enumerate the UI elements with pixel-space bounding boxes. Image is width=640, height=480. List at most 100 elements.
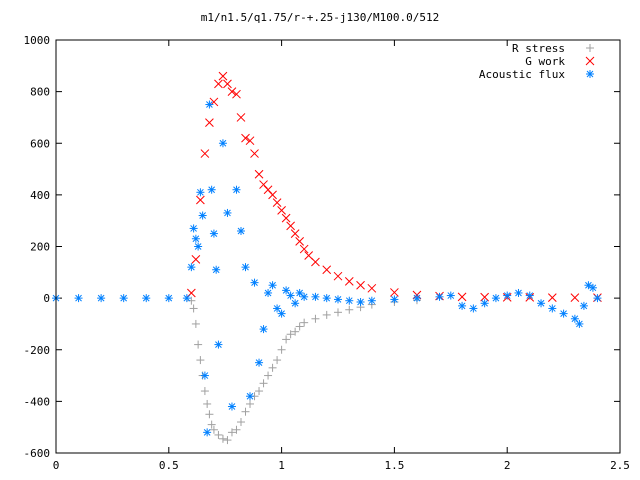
data-point	[311, 257, 320, 267]
data-point	[205, 100, 214, 109]
series-acoustic-flux	[52, 100, 602, 437]
data-point	[254, 169, 264, 179]
data-point	[295, 236, 305, 246]
data-point	[194, 242, 203, 251]
chart-title: m1/n1.5/q1.75/r-+.25-j130/M100.0/512	[201, 11, 439, 24]
data-point	[223, 79, 232, 89]
legend-label: R stress	[512, 42, 565, 55]
data-point	[200, 371, 209, 380]
legend-marker	[586, 70, 594, 78]
data-point	[214, 430, 223, 439]
x-tick-label: 2	[504, 459, 511, 472]
data-point	[322, 265, 332, 275]
data-point	[286, 291, 295, 300]
y-tick-label: -200	[24, 344, 51, 357]
legend-label: G work	[525, 55, 565, 68]
data-point	[291, 299, 300, 308]
data-point	[300, 318, 309, 327]
data-point	[241, 133, 250, 143]
data-point	[187, 296, 196, 305]
data-point	[345, 305, 354, 314]
data-point	[246, 399, 255, 408]
data-point	[97, 294, 106, 303]
data-point	[200, 149, 210, 158]
y-tick-label: 400	[30, 189, 50, 202]
data-point	[209, 229, 218, 238]
data-point	[232, 185, 241, 194]
data-point	[214, 340, 223, 349]
data-point	[196, 188, 205, 197]
data-point	[491, 294, 500, 303]
data-point	[255, 358, 264, 367]
data-point	[264, 371, 273, 380]
data-point	[356, 297, 365, 306]
data-point	[311, 292, 320, 301]
data-point	[295, 322, 304, 331]
data-point	[311, 314, 320, 323]
data-point	[250, 149, 259, 158]
data-point	[264, 288, 273, 297]
data-point	[272, 198, 282, 207]
data-point	[286, 330, 295, 339]
data-point	[334, 295, 342, 304]
data-point	[480, 292, 489, 302]
x-tick-label: 1.5	[384, 459, 404, 472]
legend-marker	[585, 56, 595, 66]
data-point	[196, 195, 205, 205]
data-point	[390, 295, 399, 304]
y-tick-label: 1000	[24, 34, 51, 47]
data-point	[469, 304, 478, 313]
data-point	[218, 434, 227, 443]
data-point	[164, 294, 173, 303]
data-point	[203, 428, 212, 437]
data-point	[291, 327, 300, 336]
data-point	[207, 420, 216, 429]
data-point	[480, 299, 489, 308]
data-point	[200, 387, 209, 396]
data-point	[356, 280, 365, 290]
data-point	[191, 319, 200, 328]
data-point	[241, 263, 250, 272]
data-point	[268, 190, 277, 200]
data-point	[74, 294, 83, 303]
x-tick-label: 0	[53, 459, 60, 472]
x-axis-ticks: 0 0.5 1 1.5 2 2.5	[53, 40, 630, 472]
data-point	[273, 356, 282, 365]
data-point	[245, 136, 255, 146]
legend-label: Acoustic flux	[479, 68, 565, 81]
y-tick-label: 200	[30, 241, 50, 254]
data-point	[268, 363, 277, 372]
x-tick-label: 1	[278, 459, 285, 472]
data-point	[547, 293, 557, 302]
data-point	[334, 308, 342, 317]
data-point	[367, 296, 376, 305]
data-point	[189, 224, 198, 233]
data-point	[367, 283, 377, 293]
data-point	[209, 425, 218, 434]
data-point	[390, 288, 399, 297]
data-point	[250, 278, 259, 287]
data-point	[584, 281, 593, 290]
x-tick-label: 2.5	[610, 459, 630, 472]
y-axis-ticks: -600 -400 -200 0 200 400 600 800 1000	[24, 34, 620, 460]
data-point	[412, 294, 421, 303]
data-point	[236, 227, 245, 236]
data-point	[191, 255, 201, 264]
data-point	[191, 234, 200, 243]
data-point	[435, 292, 444, 301]
data-point	[286, 221, 295, 231]
data-point	[525, 291, 534, 300]
data-point	[223, 436, 232, 445]
data-point	[227, 402, 236, 411]
data-point	[579, 301, 588, 310]
data-point	[232, 425, 241, 434]
data-point	[241, 407, 250, 416]
data-point	[182, 294, 191, 303]
data-point	[212, 265, 221, 274]
data-point	[593, 294, 602, 303]
data-point	[259, 325, 268, 334]
data-point	[570, 293, 580, 302]
data-point	[281, 213, 291, 223]
